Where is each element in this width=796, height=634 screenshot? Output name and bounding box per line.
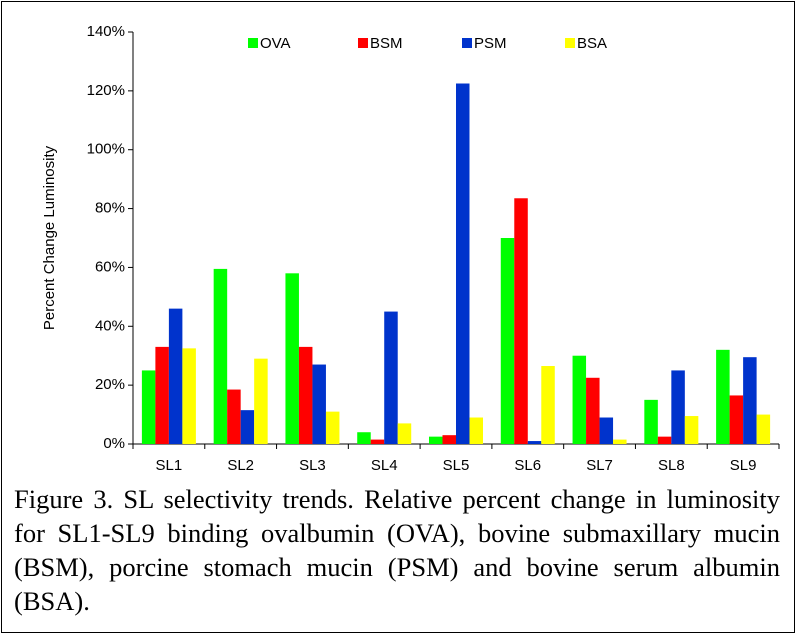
bar [141, 370, 156, 444]
bar [397, 423, 412, 444]
bar [442, 435, 456, 444]
legend-label: BSA [577, 35, 607, 52]
bar [729, 395, 744, 444]
bar [572, 355, 587, 444]
bar [684, 416, 699, 444]
x-tick-label: SL6 [514, 457, 541, 474]
bar [370, 439, 385, 444]
bar [240, 410, 255, 444]
bar [613, 439, 627, 444]
x-tick-label: SL1 [156, 457, 183, 474]
bar [298, 346, 313, 444]
bar [541, 366, 555, 444]
legend-swatch [358, 38, 368, 48]
bar [155, 346, 169, 444]
legend-label: OVA [260, 35, 291, 52]
legend-label: BSM [370, 35, 403, 52]
bar [384, 311, 398, 444]
bar [213, 268, 228, 444]
y-tick-label: 20% [95, 376, 125, 393]
x-tick-label: SL9 [730, 457, 757, 474]
bar [586, 377, 600, 444]
bar [227, 389, 241, 444]
y-tick-label: 120% [87, 82, 125, 99]
x-tick-label: SL8 [658, 457, 685, 474]
caption: Figure 3. SL selectivity trends. Relativ… [14, 484, 780, 616]
bar [599, 417, 614, 444]
bar [514, 198, 528, 444]
x-tick-label: SL4 [371, 457, 398, 474]
bar [527, 441, 542, 444]
y-tick-label: 40% [95, 317, 125, 334]
x-tick-label: SL2 [227, 457, 254, 474]
bar [657, 436, 672, 444]
bar [500, 238, 515, 444]
legend-swatch [462, 38, 472, 48]
y-tick-label: 0% [103, 435, 125, 452]
bar [312, 364, 326, 444]
legend-label: PSM [474, 35, 507, 52]
bar [756, 414, 771, 444]
bar [285, 273, 299, 444]
bar [357, 432, 371, 444]
bar [644, 399, 658, 444]
y-tick-label: 80% [95, 200, 125, 217]
legend-swatch [565, 38, 575, 48]
bar [671, 370, 685, 444]
bar [469, 417, 483, 444]
x-tick-label: SL3 [299, 457, 326, 474]
bar [456, 83, 470, 444]
bar [743, 357, 757, 444]
bar [429, 436, 443, 444]
y-axis-label: Percent Change Luminosity [41, 145, 58, 330]
legend-swatch [248, 38, 258, 48]
x-tick-label: SL7 [586, 457, 613, 474]
bar [168, 308, 183, 444]
bar [325, 411, 340, 444]
bar [716, 349, 730, 444]
bar [182, 348, 196, 444]
bar [254, 358, 268, 444]
y-tick-label: 60% [95, 258, 125, 275]
x-tick-label: SL5 [443, 457, 470, 474]
chart: Percent Change Luminosity 0% 20% 40% 60% 80%… [41, 23, 780, 474]
y-tick-label: 100% [87, 141, 125, 158]
y-tick-label: 140% [87, 23, 125, 40]
